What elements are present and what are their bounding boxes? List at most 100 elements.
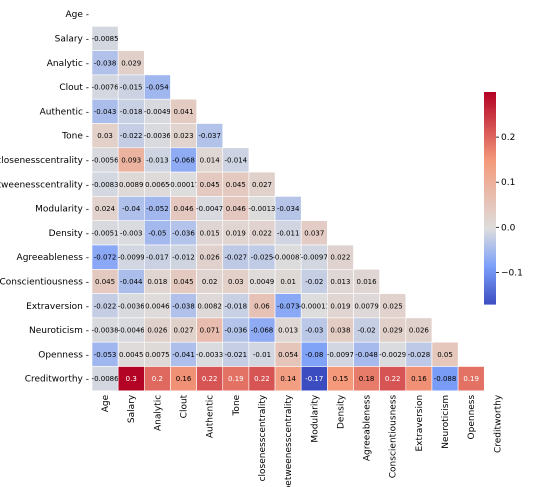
heatmap-cell [222,220,250,246]
colorbar-segment [484,255,496,258]
cell-value-label: -0.041 [172,351,195,359]
colorbar-segment [484,145,496,148]
heatmap-cell [144,74,171,100]
heatmap-cell [117,293,145,319]
cell-value-label: -0.073 [277,302,300,310]
cell-value-label: 0.0045 [119,351,144,359]
cell-value-label: 0.0089 [119,181,144,189]
colorbar-segment [484,172,496,176]
colorbar-segment [484,147,496,150]
heatmap-cell [431,366,459,392]
colorbar-tick-label: 0.0 [501,223,516,233]
heatmap-cell [117,147,145,173]
colorbar-segment [484,221,496,225]
heatmap-cell [117,98,145,124]
heatmap-cell [117,366,145,392]
heatmap-cell [144,196,171,221]
colorbar-segment [484,183,496,186]
cell-value-label: 0.045 [174,278,194,286]
colorbar-segment [484,134,496,138]
colorbar-segment [484,125,496,129]
cell-value-label: 0.06 [254,302,270,310]
colorbar-segment [484,102,496,106]
cell-value-label: 0.03 [228,278,244,286]
colorbar-segment [484,200,496,203]
cell-value-label: -0.018 [225,302,248,310]
colorbar-segment [484,265,496,269]
colorbar-segment [484,191,496,195]
colorbar-segment [484,187,496,191]
heatmap-cell [353,317,380,343]
heatmap-cell [431,341,459,367]
colorbar-segment [484,138,496,142]
colorbar-segment [484,234,496,237]
heatmap-cell [274,341,302,367]
row-label: Salary - [55,34,89,44]
cell-value-label: 0.027 [252,181,272,189]
colorbar-segment [484,208,496,212]
colorbar-segment [484,204,496,208]
colorbar-segment [484,202,496,205]
colorbar-segment [484,289,496,292]
heatmap-cell [300,317,328,343]
cell-value-label: -0.0085 [92,35,119,43]
colorbar-segment [484,155,496,159]
cell-value-label: -0.038 [94,59,117,67]
cell-value-label: 0.01 [280,278,296,286]
colorbar-segment [484,276,496,280]
row-label: Density - [49,229,89,239]
row-label: Creditworthy - [25,375,89,385]
heatmap-cell [144,244,171,270]
column-label: Agreeableness [363,395,373,462]
cell-value-label: -0.015 [120,84,143,92]
heatmap-cell [170,366,197,392]
heatmap-cell [353,293,380,319]
colorbar-segment [484,115,496,119]
colorbar-segment [484,219,496,222]
column-label: Age [101,394,111,412]
cell-value-label: 0.3 [126,375,137,383]
colorbar-segment [484,257,496,261]
heatmap-cell [91,268,119,294]
cell-value-label: 0.0082 [197,302,222,310]
cell-value-label: 0.022 [252,229,272,237]
cell-value-label: -0.0086 [92,375,120,383]
colorbar-segment [484,123,496,127]
heatmap-cell [405,341,433,367]
column-label: betweenesscentrality [284,394,294,487]
heatmap-cell [170,341,197,367]
cell-value-label: -0.0097 [327,351,354,359]
colorbar-segment [484,206,496,210]
colorbar-segment [484,130,496,133]
cell-value-label: 0.025 [383,302,403,310]
heatmap-cell [91,317,119,343]
cell-value-label: 0.071 [200,327,220,335]
colorbar-segment [484,170,496,174]
cell-value-label: -0.044 [120,278,143,286]
colorbar-segment [484,98,496,102]
cell-value-label: -0.0046 [118,327,146,335]
cell-value-label: -0.08 [305,351,323,359]
colorbar-segment [484,121,496,125]
heatmap-cell [327,366,354,392]
colorbar-segment [484,174,496,178]
colorbar-segment [484,117,496,121]
colorbar-segment [484,168,496,172]
column-label: Salary [127,394,137,423]
cell-value-label: 0.019 [330,302,350,310]
colorbar-segment [484,297,496,301]
cell-value-label: 0.0065 [145,181,170,189]
colorbar-segment [484,251,496,254]
heatmap-cell [300,293,328,319]
heatmap-cell [379,341,407,367]
heatmap-cell [248,220,276,246]
row-label: betweenesscentrality - [0,180,89,190]
cell-value-label: 0.18 [359,375,375,383]
colorbar-segment [484,193,496,197]
cell-value-label: -0.00087 [272,254,303,262]
colorbar-segment [484,282,496,286]
heatmap-cell [353,268,380,294]
heatmap-cell [222,171,250,197]
colorbar-segment [484,185,496,188]
heatmap-cell [144,317,171,343]
